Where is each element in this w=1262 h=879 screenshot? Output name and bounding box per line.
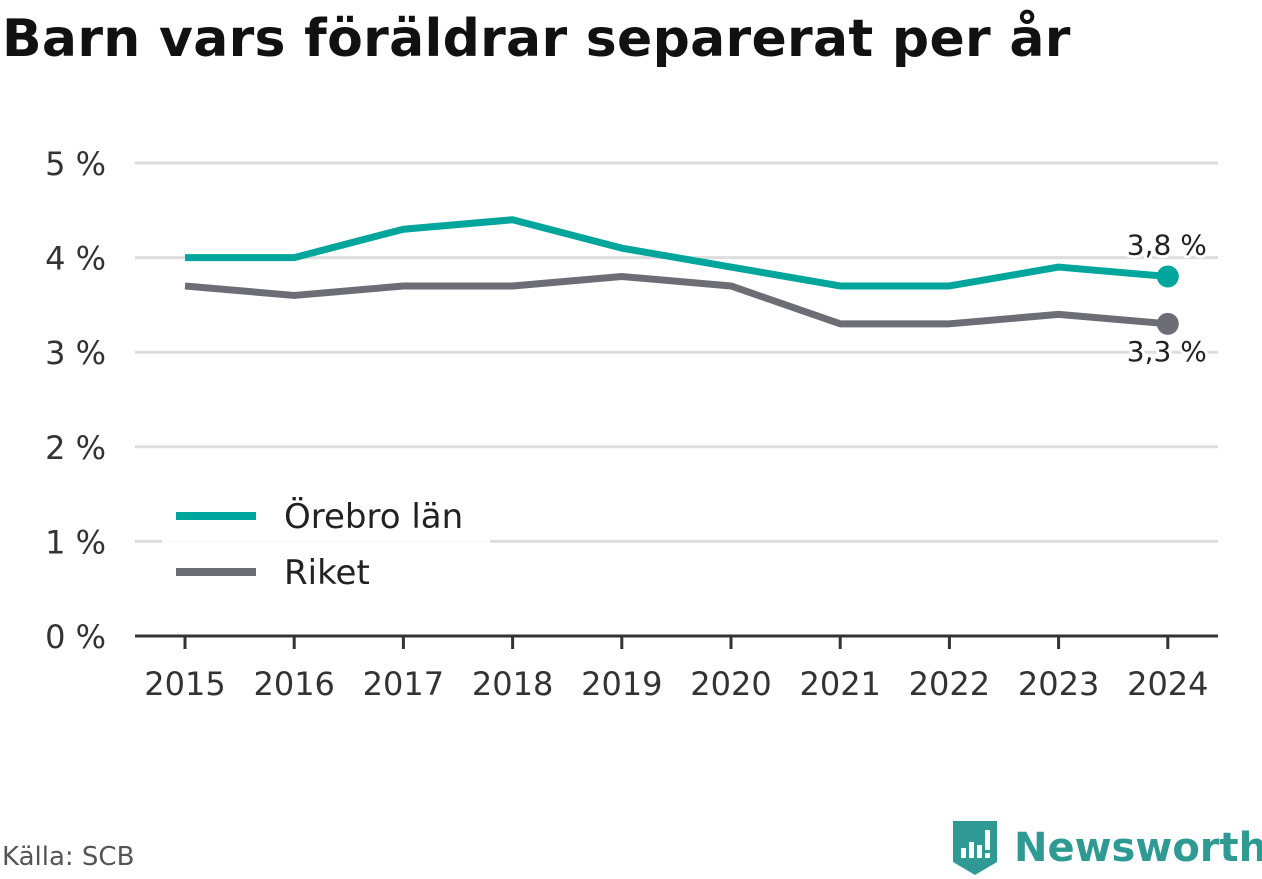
brand-logo: Newsworthy [950, 818, 1262, 878]
legend-label-1: Riket [284, 553, 370, 593]
y-tick-label: 2 % [45, 429, 106, 467]
x-tick-label: 2018 [472, 665, 553, 703]
series-end-point-0 [1156, 265, 1179, 288]
newsworthy-logo-icon [953, 821, 997, 875]
legend-background [162, 482, 490, 604]
series-end-labels: 3,8 % 3,3 % [1124, 226, 1210, 371]
x-axis-ticks [183, 636, 1170, 649]
x-axis-tick-labels: 2015 2016 2017 2018 2019 2020 2021 2022 2023 2024 [144, 665, 1208, 703]
x-tick-label: 2023 [1018, 665, 1099, 703]
series-line-1 [184, 273, 1169, 328]
brand-name: Newsworthy [1014, 825, 1262, 871]
y-tick-label: 1 % [45, 523, 106, 561]
y-tick-label: 3 % [45, 334, 106, 372]
series-end-point-1 [1156, 312, 1179, 335]
x-tick-label: 2022 [909, 665, 990, 703]
x-tick-label: 2020 [690, 665, 771, 703]
y-tick-label: 5 % [45, 145, 106, 183]
y-tick-label: 0 % [45, 618, 106, 656]
chart-title: Barn vars föräldrar separerat per år [2, 9, 1071, 69]
x-tick-label: 2016 [253, 665, 334, 703]
x-tick-label: 2019 [581, 665, 662, 703]
x-tick-label: 2021 [799, 665, 880, 703]
x-tick-label: 2024 [1127, 665, 1208, 703]
series-end-label-0: 3,8 % [1127, 229, 1207, 262]
source-note: Källa: SCB [2, 842, 135, 872]
x-tick-label: 2017 [363, 665, 444, 703]
x-tick-label: 2015 [144, 665, 225, 703]
series-lines [184, 216, 1179, 335]
legend: Örebro län Riket [162, 482, 490, 604]
y-tick-label: 4 % [45, 240, 106, 278]
series-end-label-1: 3,3 % [1127, 335, 1207, 368]
legend-label-0: Örebro län [284, 496, 463, 537]
series-line-0 [185, 216, 1169, 290]
y-axis-tick-labels: 0 % 1 % 2 % 3 % 4 % 5 % [45, 145, 106, 656]
